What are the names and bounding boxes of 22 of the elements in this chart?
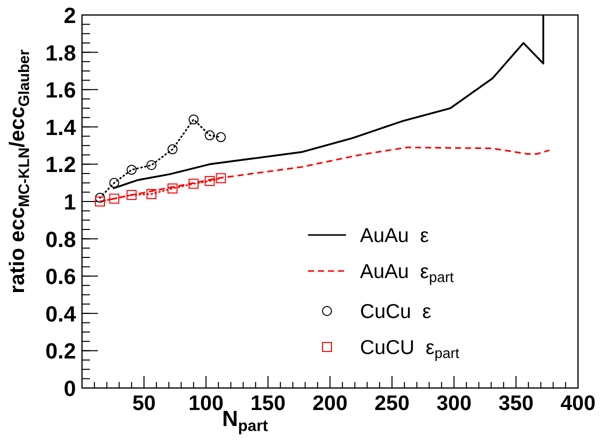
y-tick-label: 1.4 xyxy=(45,114,77,140)
x-tick-label: 100 xyxy=(188,392,224,415)
x-tick-label: 300 xyxy=(436,392,472,415)
x-tick-label: 250 xyxy=(374,392,410,415)
x-tick-label: 200 xyxy=(312,392,348,415)
legend-label: AuAu ε$_{part}$ xyxy=(360,261,454,286)
y-tick-label: 1.2 xyxy=(45,152,76,178)
y-tick-label: 0.8 xyxy=(45,226,76,252)
legend-label: AuAu ε xyxy=(360,225,430,247)
legend-label: CuCu ε xyxy=(360,301,432,323)
y-tick-label: 1 xyxy=(64,190,76,214)
x-tick-label: 50 xyxy=(132,392,156,415)
y-tick-label: 2 xyxy=(64,3,76,28)
y-tick-label: 0 xyxy=(64,376,76,401)
y-tick-label: 1.6 xyxy=(45,78,76,103)
y-tick-label: 0.6 xyxy=(45,264,76,290)
x-tick-label: 400 xyxy=(560,392,596,415)
legend-label: CuCU ε$_{part}$ xyxy=(360,337,460,362)
y-tick-label: 1.8 xyxy=(45,40,76,66)
x-tick-label: 350 xyxy=(498,392,534,415)
y-tick-label: 0.2 xyxy=(45,338,76,364)
y-tick-label: 0.4 xyxy=(45,301,77,326)
